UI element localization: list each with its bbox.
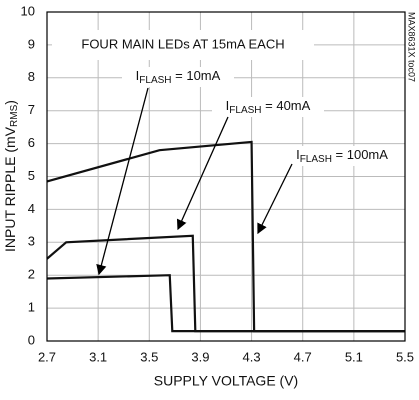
title-box — [52, 30, 314, 60]
data-line — [46, 274, 405, 333]
y-tick-label: 0 — [28, 332, 35, 347]
annotation: IFLASH = 10mA — [122, 67, 234, 87]
y-tick-label: 8 — [28, 69, 35, 84]
svg-text:IFLASH = 100mA: IFLASH = 100mA — [296, 147, 388, 164]
y-tick-label: 9 — [28, 36, 35, 51]
arrow — [96, 87, 149, 276]
annotation: IFLASH = 40mA — [212, 97, 324, 117]
x-tick-label: 5.5 — [396, 349, 414, 364]
x-tick-label: 3.1 — [89, 349, 107, 364]
data-line — [46, 140, 405, 333]
x-tick-label: 2.7 — [38, 349, 56, 364]
x-tick-label: 4.7 — [294, 349, 312, 364]
y-tick-label: 4 — [28, 201, 35, 216]
y-tick-label: 6 — [28, 135, 35, 150]
annotation: IFLASH = 100mA — [284, 146, 400, 166]
x-axis-label: SUPPLY VOLTAGE (V) — [154, 373, 298, 389]
arrow — [257, 163, 293, 235]
svg-text:IFLASH = 10mA: IFLASH = 10mA — [136, 68, 221, 85]
y-tick-label: 10 — [21, 3, 35, 18]
x-tick-label: 3.9 — [191, 349, 209, 364]
y-tick-label: 5 — [28, 168, 35, 183]
x-tick-label: 3.5 — [140, 349, 158, 364]
x-tick-label: 5.1 — [345, 349, 363, 364]
y-tick-label: 3 — [28, 234, 35, 249]
side-note: MAX8631X toc07 — [407, 12, 417, 82]
y-tick-label: 1 — [28, 300, 35, 315]
x-tick-label: 4.3 — [243, 349, 261, 364]
y-axis-label: INPUT RIPPLE (mVRMS) — [2, 100, 20, 252]
arrow — [176, 116, 229, 231]
chart-title: FOUR MAIN LEDs AT 15mA EACH — [81, 36, 284, 51]
svg-text:IFLASH = 40mA: IFLASH = 40mA — [226, 98, 311, 115]
y-tick-label: 2 — [28, 267, 35, 282]
y-tick-label: 7 — [28, 102, 35, 117]
data-line — [46, 234, 405, 333]
plot-frame — [46, 11, 406, 342]
